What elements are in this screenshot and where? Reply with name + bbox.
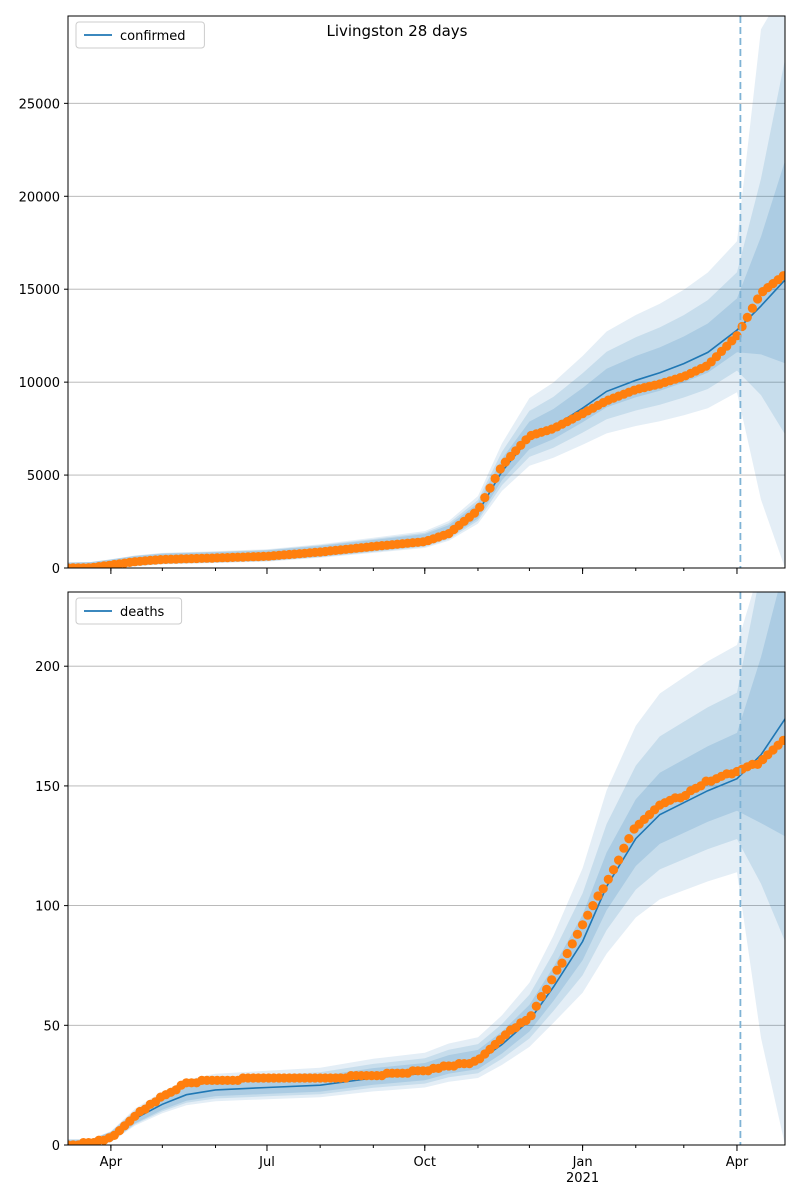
legend-box — [75, 21, 205, 49]
observed-point — [552, 965, 562, 975]
x-tick-label: Jul — [258, 1155, 275, 1170]
y-tick-label: 15000 — [19, 283, 60, 298]
observed-point — [547, 975, 557, 985]
observed-point — [624, 834, 634, 844]
observed-point — [742, 312, 752, 322]
observed-point — [536, 992, 547, 1002]
observed-point — [603, 874, 613, 884]
observed-point — [490, 473, 500, 484]
x-tick-label: Apr — [100, 1155, 123, 1170]
observed-point — [737, 321, 747, 332]
y-tick-label: 5000 — [27, 469, 60, 484]
observed-point — [485, 483, 495, 493]
observed-point — [778, 735, 785, 745]
observed-point — [778, 271, 785, 281]
observed-point — [531, 1001, 541, 1011]
observed-point — [593, 891, 603, 901]
uncertainty-band — [68, 160, 785, 568]
observed-point — [619, 843, 629, 853]
y-tick-label: 50 — [43, 1019, 60, 1034]
legend-box — [75, 597, 183, 625]
observed-point — [588, 901, 598, 911]
y-tick-label: 100 — [35, 900, 60, 915]
y-tick-label: 0 — [52, 562, 60, 577]
uncertainty-band — [68, 592, 785, 1145]
y-tick-label: 20000 — [19, 190, 60, 205]
x-tick-label: Apr — [726, 1155, 749, 1170]
x-tick-label: Jan — [572, 1155, 593, 1170]
observed-point — [469, 508, 480, 518]
axes-frame — [67, 591, 786, 1146]
observed-point — [526, 1011, 536, 1021]
legend-label: confirmed — [120, 29, 186, 44]
observed-point — [475, 502, 485, 512]
observed-point — [578, 920, 588, 930]
y-tick-label: 25000 — [19, 97, 60, 112]
observed-point — [480, 493, 490, 503]
y-tick-label: 0 — [52, 1139, 60, 1154]
observed-point — [753, 294, 763, 304]
uncertainty-band — [68, 16, 785, 568]
observed-point — [562, 948, 572, 959]
x-tick-label: Oct — [414, 1155, 436, 1170]
legend: confirmed — [75, 21, 205, 49]
observed-point — [572, 929, 583, 939]
legend: deaths — [75, 597, 183, 625]
observed-point — [732, 331, 742, 341]
observed-point — [747, 303, 758, 313]
y-tick-label: 150 — [35, 780, 60, 795]
y-tick-label: 10000 — [19, 376, 60, 391]
uncertainty-band — [68, 592, 785, 1145]
y-tick-label: 200 — [35, 660, 60, 675]
observed-point — [598, 884, 608, 894]
panel-1 — [64, 591, 786, 1151]
observed-point — [583, 910, 593, 920]
observed-point — [608, 865, 619, 875]
x-tick-sublabel: 2021 — [566, 1171, 599, 1186]
legend-label: deaths — [120, 605, 165, 620]
observed-point — [495, 464, 505, 474]
figure-title: Livingston 28 days — [326, 22, 467, 40]
observed-point — [614, 855, 624, 865]
observed-point — [542, 984, 552, 995]
axes-frame — [67, 15, 786, 569]
observed-point — [557, 958, 567, 968]
observed-point — [567, 939, 577, 949]
panel-0 — [64, 15, 786, 574]
